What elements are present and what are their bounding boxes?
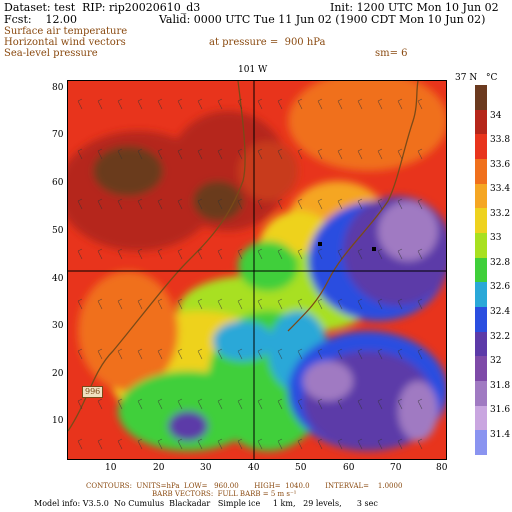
y-tick: 20	[52, 369, 64, 379]
colorbar-label: 31.4	[490, 430, 511, 440]
contours-info: CONTOURS: UNITS=hPa LOW= 960.00 HIGH= 10…	[86, 482, 403, 490]
map-canvas	[68, 81, 446, 459]
colorbar	[475, 85, 487, 456]
colorbar-segment	[475, 381, 487, 407]
field-surface-temperature: Surface air temperature	[4, 26, 128, 37]
top-longitude-label: 101 W	[238, 65, 268, 75]
valid-time: Valid: 0000 UTC Tue 11 Jun 02 (1900 CDT …	[159, 13, 486, 26]
colorbar-segment	[475, 109, 487, 135]
x-tick: 70	[390, 463, 402, 473]
colorbar-segment	[475, 233, 487, 259]
colorbar-segment	[475, 331, 487, 357]
y-tick: 10	[52, 416, 64, 426]
colorbar-segment	[475, 134, 487, 160]
colorbar-label: 32.8	[490, 258, 511, 268]
colorbar-label: 33.4	[490, 184, 511, 194]
pressure-level: at pressure = 900 hPa	[209, 37, 326, 48]
forecast-hour: Fcst: 12.00	[4, 13, 78, 26]
field-sea-level-pressure: Sea-level pressure	[4, 48, 98, 59]
colorbar-segment	[475, 85, 487, 111]
colorbar-label: 33.6	[490, 160, 511, 170]
colorbar-label: 32.6	[490, 282, 511, 292]
y-tick: 80	[52, 83, 64, 93]
init-time: Init: 1200 UTC Mon 10 Jun 02	[330, 1, 499, 14]
y-tick: 70	[52, 130, 64, 140]
colorbar-segment	[475, 282, 487, 308]
colorbar-segment	[475, 183, 487, 209]
colorbar-segment	[475, 405, 487, 431]
colorbar-segment	[475, 356, 487, 382]
colorbar-segment	[475, 159, 487, 185]
x-tick: 80	[436, 463, 448, 473]
dataset-label: Dataset: test RIP: rip20020610_d3	[4, 1, 201, 14]
x-tick: 20	[153, 463, 165, 473]
right-latitude-label: 37 N	[455, 73, 478, 83]
colorbar-label: 33.8	[490, 135, 511, 145]
colorbar-label: 31.6	[490, 405, 511, 415]
barb-vectors-info: BARB VECTORS: FULL BARB = 5 m s⁻¹	[152, 490, 297, 498]
x-tick: 60	[343, 463, 355, 473]
station-marker	[318, 242, 322, 246]
y-tick: 50	[52, 226, 64, 236]
colorbar-label: 32.4	[490, 307, 511, 317]
field-wind-vectors: Horizontal wind vectors	[4, 37, 126, 48]
model-info: Model info: V3.5.0 No Cumulus Blackadar …	[34, 499, 378, 508]
station-marker	[372, 247, 376, 251]
x-tick: 30	[200, 463, 212, 473]
colorbar-segment	[475, 208, 487, 234]
colorbar-label: 34	[490, 111, 502, 121]
colorbar-label: 32.2	[490, 332, 511, 342]
colorbar-segment	[475, 430, 487, 456]
isobar-label: 996	[82, 386, 104, 398]
colorbar-label: 32	[490, 356, 502, 366]
colorbar-label: 33	[490, 233, 502, 243]
colorbar-segment	[475, 257, 487, 283]
colorbar-label: 31.8	[490, 381, 511, 391]
colorbar-unit: °C	[486, 73, 498, 83]
y-tick: 40	[52, 274, 64, 284]
x-tick: 40	[248, 463, 260, 473]
y-tick: 60	[52, 178, 64, 188]
y-tick: 30	[52, 321, 64, 331]
x-tick: 50	[295, 463, 307, 473]
x-tick: 10	[105, 463, 117, 473]
temperature-map: 996	[67, 80, 447, 460]
colorbar-label: 33.2	[490, 209, 511, 219]
colorbar-segment	[475, 307, 487, 333]
smoothing-value: sm= 6	[375, 48, 408, 59]
